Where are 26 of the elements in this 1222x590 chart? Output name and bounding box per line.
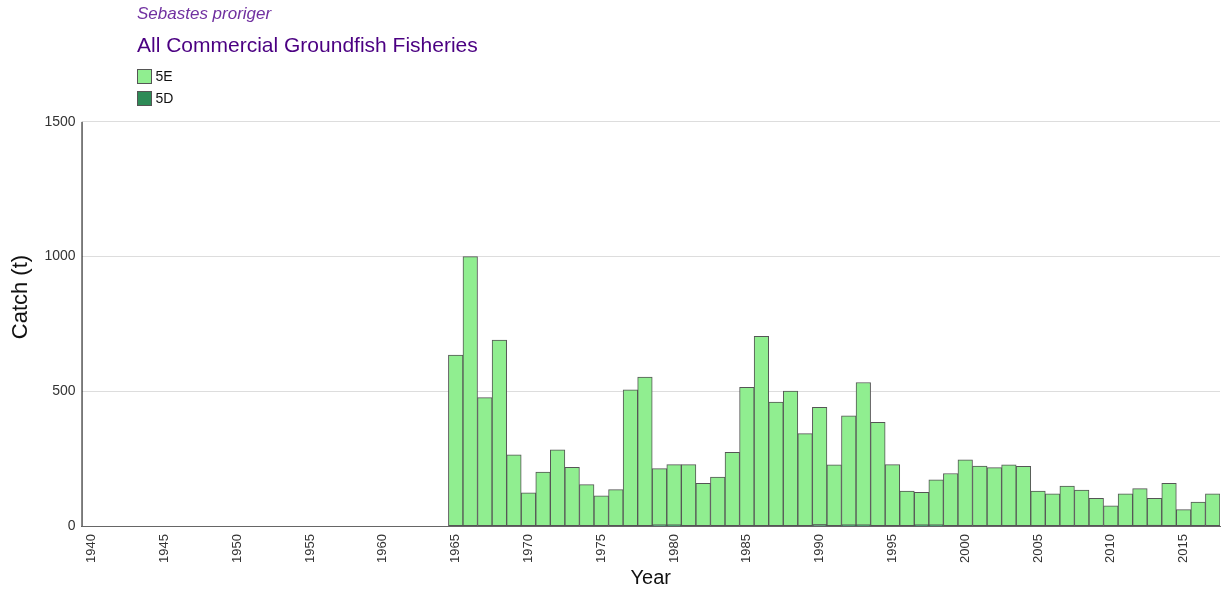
x-tick-label: 1970 [520, 534, 536, 563]
x-tick-label: 1990 [811, 534, 827, 563]
x-tick-label: 1985 [738, 534, 754, 563]
legend-label: 5E [155, 68, 173, 84]
x-tick-label: 1980 [665, 534, 681, 563]
x-tick-label: 1945 [156, 534, 172, 563]
x-tick-label: 2005 [1029, 534, 1045, 563]
x-tick-label: 1955 [301, 534, 317, 563]
x-tick-label: 1965 [447, 534, 463, 563]
x-tick-label: 1975 [592, 534, 608, 563]
y-tick-label: 1500 [44, 112, 76, 129]
legend-label: 5D [155, 90, 174, 106]
y-tick-label: 500 [52, 382, 76, 399]
x-axis-title: Year [630, 565, 672, 588]
x-tick-label: 2010 [1102, 534, 1118, 563]
x-tick-label: 1960 [374, 534, 390, 563]
y-axis-title: Catch (t) [7, 254, 33, 340]
x-tick-label: 1995 [884, 534, 900, 563]
x-tick-label: 2015 [1175, 534, 1191, 563]
x-tick-label: 1940 [83, 534, 99, 563]
x-tick-label: 1950 [228, 534, 244, 563]
y-tick-label: 1000 [44, 247, 76, 264]
chart-subtitle: Sebastes proriger [137, 4, 272, 24]
chart-title: All Commercial Groundfish Fisheries [137, 33, 478, 57]
y-tick-label: 0 [67, 516, 76, 533]
x-tick-label: 2000 [956, 534, 972, 563]
